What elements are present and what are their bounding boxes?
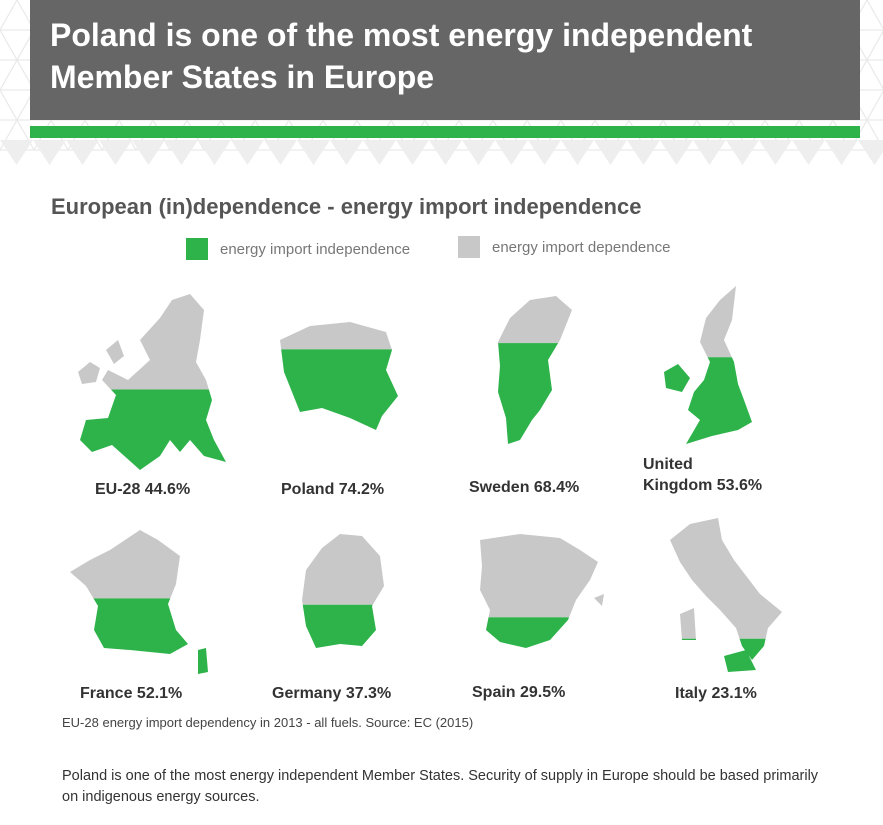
- header-accent-bar: [30, 126, 860, 138]
- label-germany: Germany 37.3%: [272, 685, 392, 702]
- map-eu28: [78, 294, 226, 470]
- legend-item-dependence: energy import dependence: [458, 236, 670, 258]
- map-germany-independence-fill: [302, 604, 384, 648]
- map-italy-dependence-fill: [670, 518, 782, 639]
- map-spain-dependence-fill: [480, 534, 604, 618]
- map-france: [70, 530, 208, 674]
- legend-swatch-dependence: [458, 236, 480, 258]
- header-banner: Poland is one of the most energy indepen…: [30, 0, 860, 120]
- map-uk-dependence-fill: [664, 286, 752, 358]
- map-spain: [480, 534, 604, 648]
- map-poland: [280, 322, 398, 430]
- label-sweden: Sweden 68.4%: [469, 479, 580, 496]
- map-uk: [664, 286, 752, 444]
- chart-source: EU-28 energy import dependency in 2013 -…: [62, 715, 474, 730]
- legend-label-independence: energy import independence: [220, 240, 411, 258]
- label-italy: Italy 23.1%: [675, 685, 757, 702]
- map-sweden-dependence-fill: [498, 296, 572, 344]
- label-eu28: EU-28 44.6%: [95, 481, 191, 498]
- map-germany-dependence-fill: [302, 534, 384, 605]
- label-united-kingdom: United Kingdom 53.6%: [643, 454, 762, 496]
- map-sweden-independence-fill: [498, 343, 572, 444]
- map-eu28-dependence-fill: [78, 294, 226, 390]
- map-poland-independence-fill: [280, 349, 398, 430]
- label-poland: Poland 74.2%: [281, 481, 385, 498]
- map-eu28-independence-fill: [78, 389, 226, 470]
- map-france-dependence-fill: [70, 530, 208, 599]
- legend-item-independence: energy import independence: [186, 238, 410, 260]
- label-united-kingdom-line1: United: [643, 456, 693, 473]
- map-italy: [670, 518, 782, 672]
- page-title: Poland is one of the most energy indepen…: [50, 17, 753, 95]
- legend-swatch-independence: [186, 238, 208, 260]
- map-italy-independence-fill: [670, 638, 782, 672]
- label-united-kingdom-line2: Kingdom 53.6%: [643, 477, 763, 494]
- map-spain-independence-fill: [480, 617, 604, 648]
- footer-note: Poland is one of the most energy indepen…: [62, 768, 819, 805]
- chart-title: European (in)dependence - energy import …: [51, 194, 642, 219]
- label-france: France 52.1%: [80, 685, 183, 702]
- map-poland-dependence-fill: [280, 322, 398, 350]
- legend-label-dependence: energy import dependence: [492, 238, 671, 256]
- map-germany: [302, 534, 384, 648]
- map-france-independence-fill: [70, 598, 208, 674]
- label-spain: Spain 29.5%: [472, 684, 566, 701]
- map-uk-independence-fill: [664, 357, 752, 444]
- map-sweden: [498, 296, 572, 444]
